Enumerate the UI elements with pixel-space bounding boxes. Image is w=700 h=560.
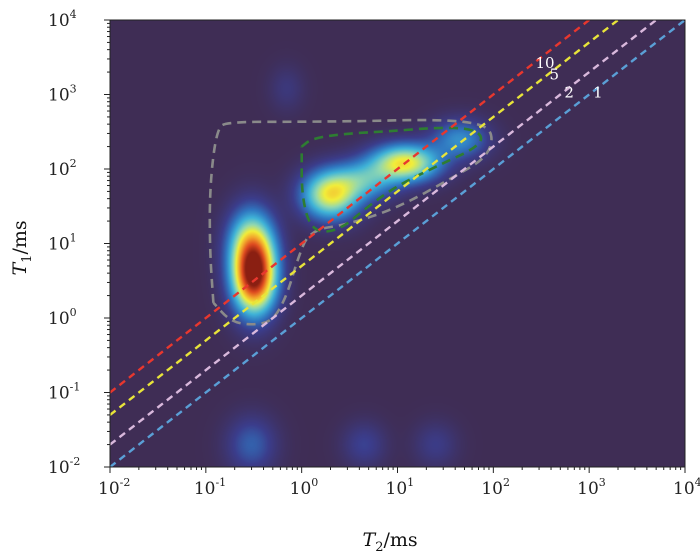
ratio-line-1 — [110, 20, 685, 467]
y-tick-label: 103 — [48, 83, 77, 106]
y-axis-label-unit: /ms — [9, 220, 31, 254]
y-axis-label-symbol: T — [9, 262, 31, 276]
y-tick-label: 100 — [48, 306, 77, 329]
y-tick-label: 101 — [48, 232, 77, 255]
x-tick-label: 10-2 — [98, 476, 130, 499]
x-tick-label: 101 — [386, 476, 415, 499]
x-tick-label: 100 — [290, 476, 319, 499]
ratio-label-1: 1 — [593, 84, 603, 102]
ratio-line-2 — [110, 20, 659, 446]
y-axis: 10-2 10-1 100 101 102 103 104 — [48, 8, 110, 478]
x-tick-label: 10-1 — [194, 476, 226, 499]
green-region-contour — [300, 126, 483, 233]
y-axis-label-subscript: 1 — [20, 255, 35, 263]
ratio-label-5: 5 — [549, 65, 559, 83]
ratio-line-10 — [110, 20, 592, 394]
ratio-line-5 — [110, 20, 620, 416]
y-tick-label: 10-1 — [48, 381, 80, 404]
ratio-lines — [110, 20, 685, 467]
x-tick-label: 103 — [577, 476, 606, 499]
x-tick-label: 104 — [673, 476, 700, 499]
contour-layer — [208, 118, 493, 326]
ratio-label-2: 2 — [564, 84, 574, 102]
x-tick-label: 102 — [481, 476, 510, 499]
grey-region-contour — [208, 118, 493, 326]
ratio-label-10: 10 — [535, 54, 554, 72]
y-tick-label: 10-2 — [48, 455, 80, 478]
x-axis-label-subscript: 2 — [375, 540, 383, 555]
x-axis-label-symbol: T — [363, 529, 377, 551]
y-axis-label: T1/ms — [9, 220, 35, 275]
y-tick-label: 102 — [48, 157, 77, 180]
x-axis-label-unit: /ms — [383, 529, 417, 551]
x-axis-label: T2/ms — [363, 529, 418, 555]
y-tick-label: 104 — [48, 8, 77, 31]
x-axis: 10-2 10-1 100 101 102 103 104 — [98, 467, 700, 499]
